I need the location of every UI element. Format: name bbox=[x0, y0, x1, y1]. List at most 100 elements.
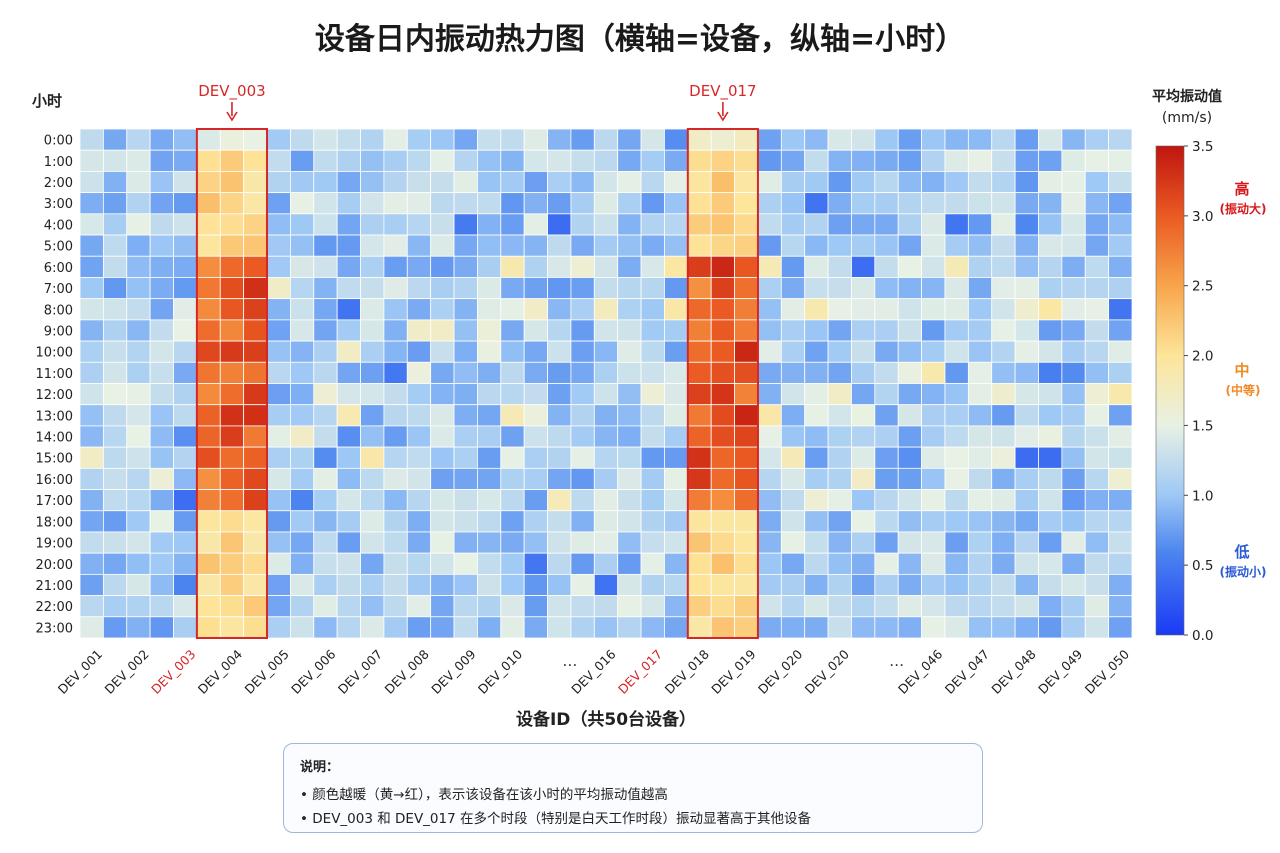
heatmap-cell bbox=[734, 340, 759, 363]
heatmap-cell bbox=[570, 298, 595, 321]
heatmap-cell bbox=[1061, 489, 1086, 512]
heatmap-cell bbox=[804, 234, 829, 257]
heatmap-cell bbox=[827, 128, 852, 151]
heatmap-cell bbox=[1014, 446, 1039, 469]
heatmap-cell bbox=[687, 467, 712, 490]
heatmap-cell bbox=[827, 510, 852, 533]
heatmap-cell bbox=[991, 383, 1016, 406]
heatmap-cell bbox=[967, 383, 993, 406]
heatmap-cell bbox=[804, 213, 829, 236]
heatmap-cell bbox=[453, 277, 478, 300]
heatmap-cell bbox=[173, 277, 198, 300]
heatmap-cell bbox=[640, 616, 665, 639]
heatmap-cell bbox=[406, 531, 432, 554]
heatmap-cell bbox=[757, 573, 782, 596]
heatmap-cell bbox=[430, 255, 455, 278]
heatmap-cell bbox=[1014, 234, 1039, 257]
heatmap-cell bbox=[967, 361, 993, 384]
heatmap-cell bbox=[1061, 510, 1086, 533]
heatmap-cell bbox=[360, 213, 385, 236]
heatmap-cell bbox=[617, 319, 642, 342]
heatmap-cell bbox=[617, 277, 642, 300]
heatmap-cell bbox=[804, 573, 829, 596]
heatmap-cell bbox=[921, 510, 946, 533]
y-tick-label: 22:00 bbox=[36, 600, 73, 615]
heatmap-cell bbox=[617, 255, 642, 278]
heatmap-cell bbox=[523, 552, 548, 575]
heatmap-cell bbox=[406, 234, 432, 257]
heatmap-cell bbox=[617, 340, 642, 363]
heatmap-cell bbox=[1061, 213, 1086, 236]
heatmap-cell bbox=[897, 510, 922, 533]
heatmap-cell bbox=[617, 361, 642, 384]
heatmap-cell bbox=[757, 255, 782, 278]
heatmap-cell bbox=[126, 171, 151, 194]
heatmap-cell bbox=[710, 595, 735, 618]
heatmap-cell bbox=[874, 149, 899, 172]
heatmap-cell bbox=[967, 531, 993, 554]
heatmap-cell bbox=[453, 234, 478, 257]
heatmap-cell bbox=[780, 467, 806, 490]
heatmap-cell bbox=[477, 213, 502, 236]
heatmap-cell bbox=[173, 404, 198, 427]
heatmap-cell bbox=[406, 467, 432, 490]
heatmap-cell bbox=[360, 340, 385, 363]
heatmap-cell bbox=[500, 361, 525, 384]
heatmap-cell bbox=[219, 319, 245, 342]
heatmap-cell bbox=[640, 404, 665, 427]
heatmap-cell bbox=[734, 277, 759, 300]
heatmap-cell bbox=[523, 255, 548, 278]
heatmap-cell bbox=[500, 277, 525, 300]
heatmap-cell bbox=[79, 171, 104, 194]
heatmap-cell bbox=[383, 234, 408, 257]
heatmap-cell bbox=[453, 531, 478, 554]
heatmap-cell bbox=[664, 616, 689, 639]
heatmap-cell bbox=[804, 319, 829, 342]
heatmap-cell bbox=[406, 319, 432, 342]
heatmap-cell bbox=[1038, 361, 1063, 384]
heatmap-cell bbox=[1108, 361, 1133, 384]
heatmap-cell bbox=[477, 489, 502, 512]
heatmap-cell bbox=[79, 192, 104, 215]
heatmap-cell bbox=[173, 552, 198, 575]
heatmap-cell bbox=[196, 192, 221, 215]
heatmap-cell bbox=[243, 298, 268, 321]
heatmap-cell bbox=[173, 213, 198, 236]
heatmap-cell bbox=[664, 446, 689, 469]
heatmap-cell bbox=[617, 467, 642, 490]
heatmap-cell bbox=[593, 319, 619, 342]
heatmap-cell bbox=[383, 425, 408, 448]
heatmap-cell bbox=[944, 149, 969, 172]
heatmap-cell bbox=[266, 340, 291, 363]
heatmap-cell bbox=[827, 361, 852, 384]
heatmap-cell bbox=[757, 425, 782, 448]
heatmap-cell bbox=[944, 213, 969, 236]
heatmap-cell bbox=[967, 234, 993, 257]
heatmap-cell bbox=[523, 171, 548, 194]
heatmap-cell bbox=[173, 128, 198, 151]
heatmap-cell bbox=[79, 340, 104, 363]
heatmap-cell bbox=[477, 595, 502, 618]
heatmap-cell bbox=[874, 340, 899, 363]
heatmap-cell bbox=[360, 383, 385, 406]
heatmap-cell bbox=[173, 595, 198, 618]
heatmap-cell bbox=[640, 383, 665, 406]
heatmap-cell bbox=[219, 171, 245, 194]
colorbar-tick-label: 3.0 bbox=[1192, 209, 1213, 225]
legend-item: 颜色越暖（黄→红），表示该设备在该小时的平均振动值越高 bbox=[300, 783, 966, 803]
heatmap-cell bbox=[1038, 149, 1063, 172]
heatmap-cell bbox=[453, 616, 478, 639]
heatmap-cell bbox=[944, 171, 969, 194]
heatmap-cell bbox=[967, 595, 993, 618]
heatmap-cell bbox=[149, 149, 174, 172]
heatmap-cell bbox=[1038, 234, 1063, 257]
heatmap-chart: 小时 0:00 1:00 2:00 3:00 4:00 5:00 6:00 7:00 8:00 9:… bbox=[32, 82, 1266, 730]
heatmap-cell bbox=[336, 404, 361, 427]
heatmap-cell bbox=[1014, 361, 1039, 384]
heatmap-cell bbox=[149, 467, 174, 490]
heatmap-cell bbox=[664, 425, 689, 448]
heatmap-cell bbox=[360, 489, 385, 512]
heatmap-cell bbox=[477, 319, 502, 342]
x-tick-label: DEV_020 bbox=[755, 646, 805, 696]
heatmap-cell bbox=[523, 616, 548, 639]
